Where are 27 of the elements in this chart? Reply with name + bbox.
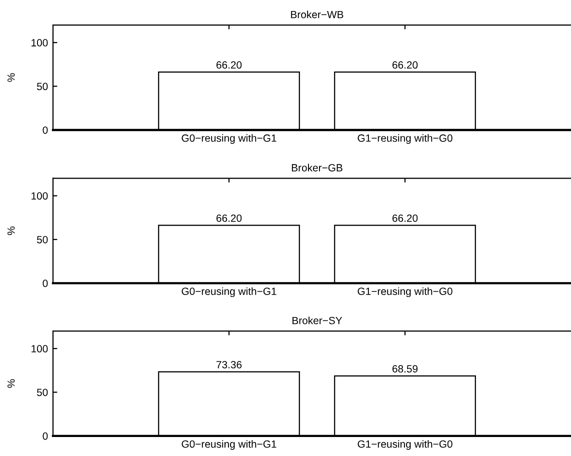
y-axis-title: % [7,73,15,82]
x-tick-label: G1−reusing with−G0 [358,287,452,298]
y-tick-label: 100 [32,39,48,46]
x-tick-label: G1−reusing with−G0 [358,134,452,144]
x-tick-label: G0−reusing with−G1 [182,134,276,144]
y-tick-label: 0 [42,280,48,288]
y-tick-label: 0 [42,126,48,134]
x-tick-label: G1−reusing with−G0 [358,440,452,450]
x-tick-label: G0−reusing with−G1 [182,440,276,450]
y-tick-label: 0 [42,432,48,440]
y-tick-label: 50 [36,388,48,396]
y-axis-title: % [7,226,15,235]
data-label: 66.20 [392,61,418,69]
y-axis-title: % [7,379,15,388]
x-tick-label: G0−reusing with−G1 [182,287,276,298]
data-label: 73.36 [216,360,242,368]
data-label: 66.20 [392,214,418,222]
data-label: 68.59 [392,365,418,373]
y-tick-label: 50 [36,236,48,244]
chart-title: Broker−SY [292,316,342,324]
chart-title: Broker−GB [292,164,342,172]
data-label: 66.20 [216,61,242,69]
chart-title: Broker−WB [291,10,344,18]
data-label: 66.20 [216,214,242,222]
y-tick-label: 100 [32,192,48,200]
y-tick-label: 100 [32,345,48,352]
y-tick-label: 50 [36,82,48,90]
